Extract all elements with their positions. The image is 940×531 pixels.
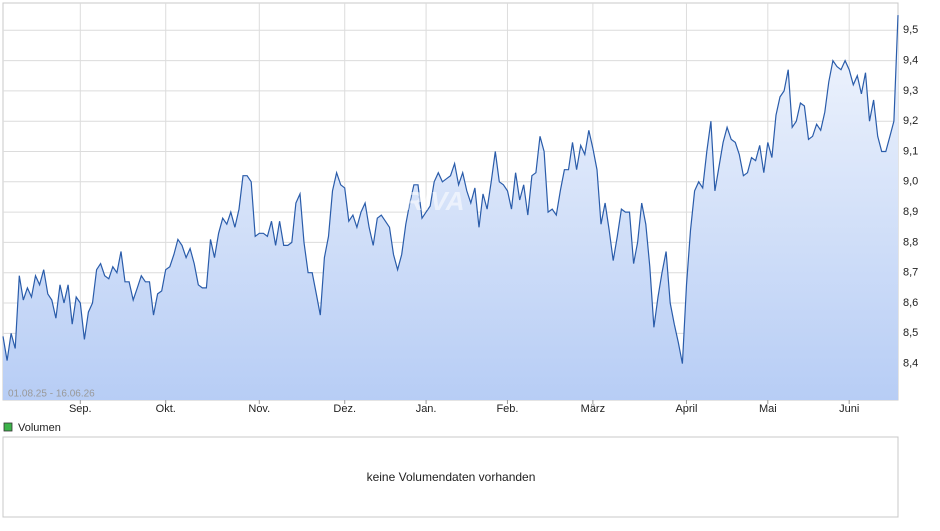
y-tick-label: 8,9 (903, 206, 918, 218)
y-tick-label: 9,0 (903, 176, 918, 188)
x-tick-label: Sep. (69, 403, 92, 415)
y-tick-label: 9,3 (903, 85, 918, 97)
x-tick-label: April (675, 403, 697, 415)
x-tick-label: Dez. (333, 403, 356, 415)
y-tick-label: 8,7 (903, 267, 918, 279)
price-line (2, 15, 899, 364)
x-tick-label: Nov. (248, 403, 270, 415)
y-tick-label: 9,2 (903, 115, 918, 127)
y-tick-label: 8,5 (903, 327, 918, 339)
volume-message: keine Volumendaten vorhanden (367, 470, 536, 484)
y-tick-label: 8,8 (903, 236, 918, 248)
volume-legend: Volumen (18, 422, 61, 434)
watermark: ARIVA (385, 186, 465, 216)
y-tick-label: 8,4 (903, 358, 918, 370)
y-tick-label: 9,1 (903, 145, 918, 157)
x-tick-label: Jan. (416, 403, 437, 415)
price-area (3, 15, 898, 400)
date-range: 01.08.25 - 16.06.26 (8, 389, 95, 400)
x-tick-label: März (581, 403, 605, 415)
y-tick-label: 9,4 (903, 54, 918, 66)
volume-legend-swatch (3, 422, 13, 432)
x-tick-label: Juni (839, 403, 859, 415)
x-tick-label: Okt. (156, 403, 176, 415)
y-tick-label: 9,5 (903, 24, 918, 36)
x-tick-label: Mai (759, 403, 777, 415)
y-tick-label: 8,6 (903, 297, 918, 309)
volume-panel (2, 436, 899, 518)
x-tick-label: Feb. (496, 403, 518, 415)
